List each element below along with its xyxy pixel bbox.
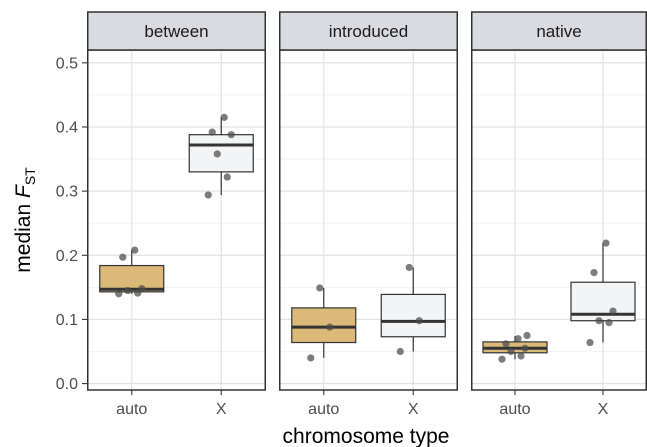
facet-strip xyxy=(87,11,266,51)
panel-background xyxy=(471,50,647,390)
data-point xyxy=(213,150,221,158)
data-point xyxy=(521,344,529,352)
data-point xyxy=(523,331,531,340)
y-axis-title: median FST xyxy=(12,167,38,273)
y-tick-label: 0.2 xyxy=(56,248,78,265)
data-point xyxy=(220,113,228,121)
x-tick-label: auto xyxy=(308,401,339,418)
box-native-X xyxy=(570,239,636,347)
data-point xyxy=(307,354,315,362)
data-point xyxy=(138,285,146,293)
data-point xyxy=(514,335,522,343)
data-point xyxy=(316,284,324,292)
box-introduced-auto xyxy=(291,284,357,362)
data-point xyxy=(227,131,235,139)
data-point xyxy=(405,263,413,272)
data-point xyxy=(124,286,132,295)
data-point xyxy=(609,307,617,315)
data-point xyxy=(326,323,334,331)
data-point xyxy=(208,128,216,136)
data-point xyxy=(204,191,212,199)
data-point xyxy=(119,253,127,261)
y-tick-label: 0.5 xyxy=(56,55,78,72)
data-point xyxy=(605,319,613,327)
y-axis-title-main: median xyxy=(12,198,35,273)
x-tick-label: X xyxy=(408,401,419,418)
data-point xyxy=(498,355,506,363)
data-point xyxy=(223,173,231,181)
facet-panel-between: between auto X xyxy=(87,11,266,418)
y-tick-label: 0.0 xyxy=(56,376,78,393)
box-iqr xyxy=(380,293,446,338)
facet-strip-label: between xyxy=(144,22,208,41)
box-between-X xyxy=(188,113,254,199)
x-tick-label: X xyxy=(216,401,227,418)
data-point xyxy=(517,352,525,360)
data-point xyxy=(602,239,610,247)
data-point xyxy=(507,347,515,356)
data-point xyxy=(502,340,510,348)
data-point xyxy=(115,290,123,298)
box-between-auto xyxy=(99,246,165,298)
x-tick-label: X xyxy=(598,401,609,418)
facet-panel-introduced: introduced auto X xyxy=(279,11,458,418)
data-point xyxy=(590,269,598,277)
y-tick-label: 0.3 xyxy=(56,184,78,201)
data-point xyxy=(396,347,404,356)
x-tick-label: auto xyxy=(116,401,147,418)
facet-strip xyxy=(279,11,458,51)
box-iqr xyxy=(291,307,357,344)
box-introduced-X xyxy=(380,263,446,356)
y-tick-label: 0.1 xyxy=(56,312,78,329)
data-point xyxy=(131,246,139,254)
x-axis-title: chromosome type xyxy=(283,425,450,447)
y-axis-title-subscript: ST xyxy=(22,167,38,185)
facet-strip xyxy=(471,11,647,51)
data-point xyxy=(595,317,603,325)
y-tick-label: 0.4 xyxy=(56,119,78,136)
facet-strip-label: introduced xyxy=(329,22,408,41)
box-iqr xyxy=(188,134,254,173)
data-point xyxy=(415,317,423,325)
facet-panel-native: native auto X xyxy=(471,11,647,418)
panel-background xyxy=(87,50,266,390)
box-native-auto xyxy=(482,331,548,363)
x-tick-label: auto xyxy=(499,401,530,418)
data-point xyxy=(586,338,594,347)
y-axis: 0.0 0.1 0.2 0.3 0.4 0.5 xyxy=(56,55,87,393)
y-axis-title-italic: F xyxy=(12,184,35,198)
box-iqr xyxy=(99,264,165,293)
facet-strip-label: native xyxy=(536,22,581,41)
